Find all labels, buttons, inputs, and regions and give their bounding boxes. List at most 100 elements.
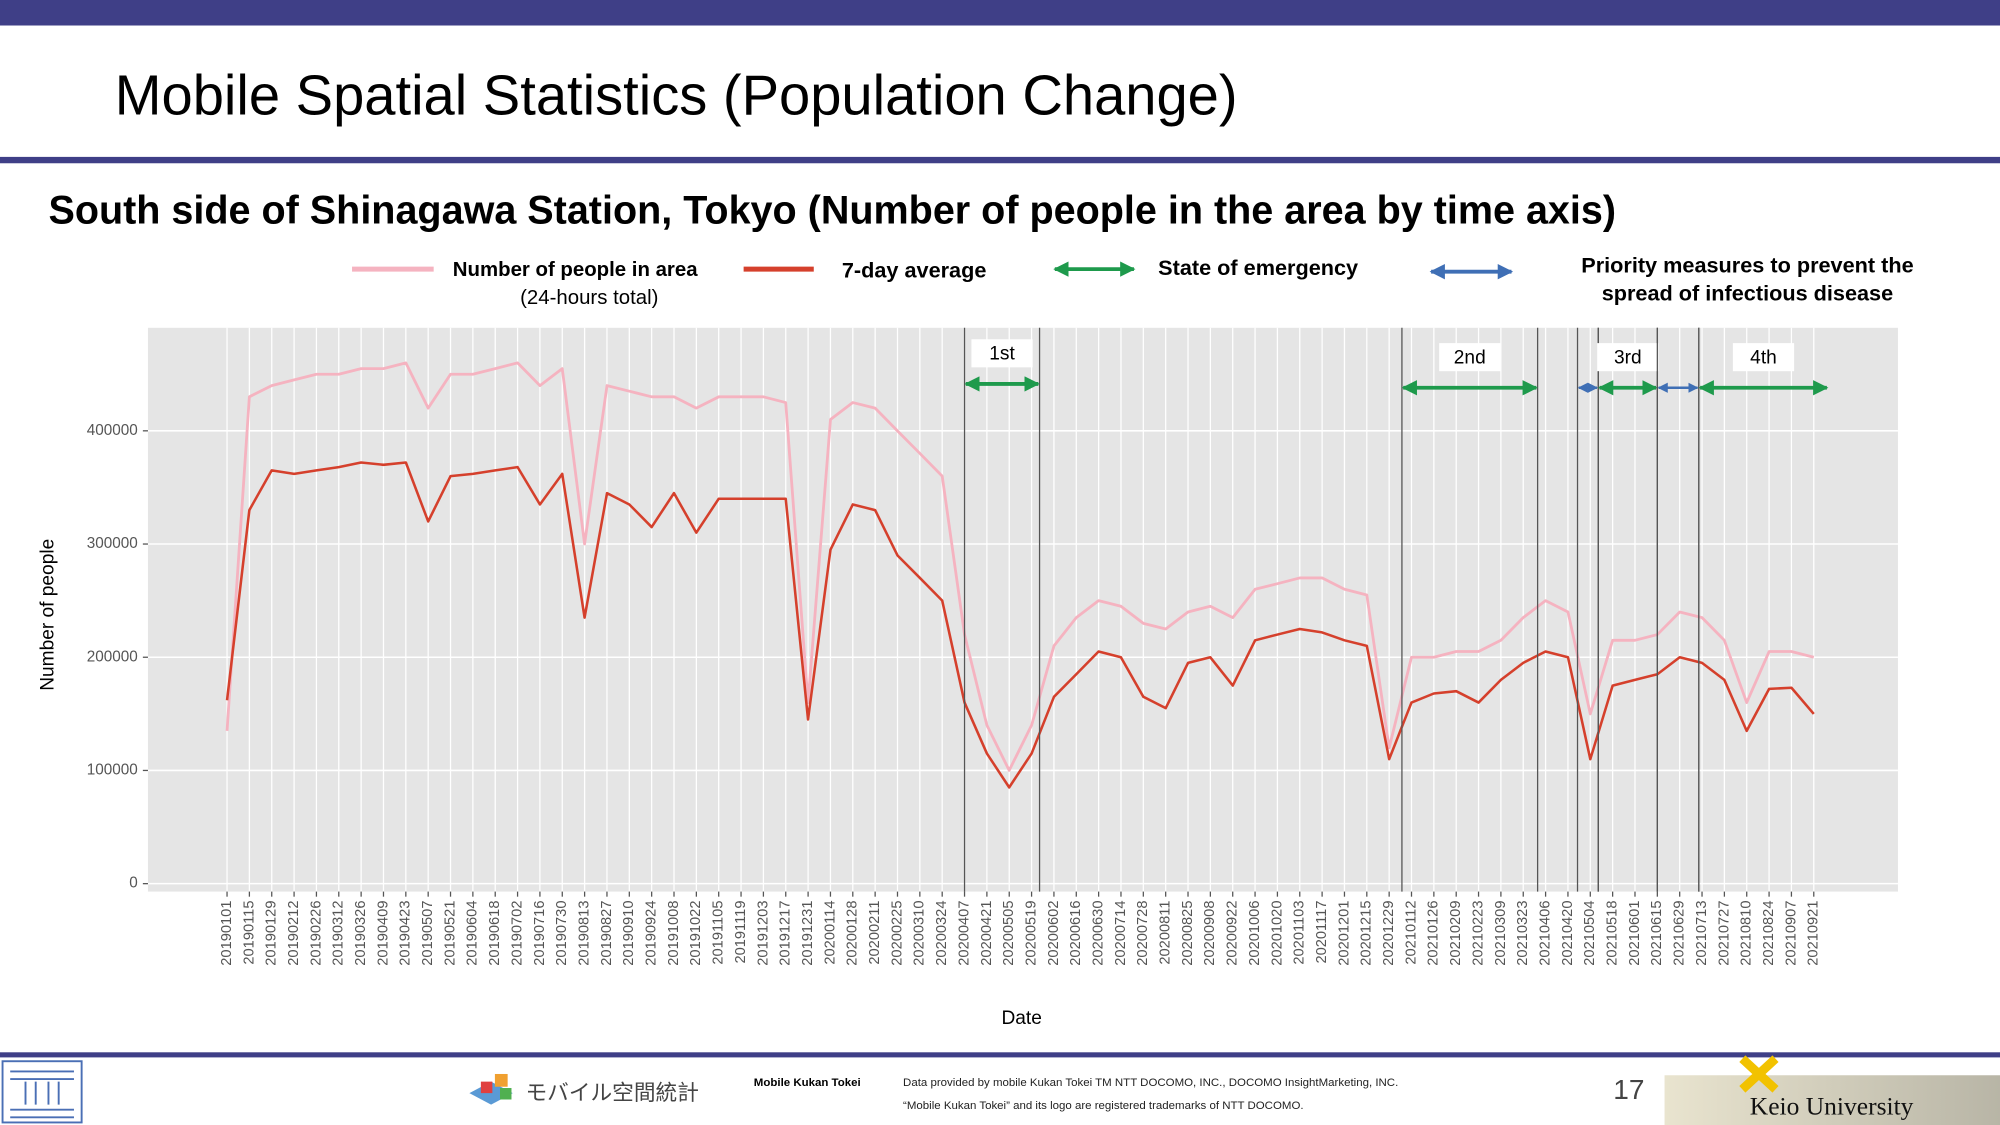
x-tick-label: 20190716	[532, 901, 548, 966]
university-banner	[1664, 1075, 2000, 1125]
x-tick-label: 20210406	[1537, 901, 1553, 966]
x-tick-label: 20190910	[621, 901, 637, 966]
x-tick-label: 20210921	[1806, 901, 1822, 966]
period-label: 3rd	[1614, 347, 1642, 368]
legend-label: Priority measures to prevent the	[1581, 252, 1913, 277]
period-label-box	[1732, 343, 1795, 372]
x-tick-label: 20200616	[1068, 901, 1084, 966]
legend-label: State of emergency	[1158, 255, 1358, 280]
x-tick-label: 20190212	[286, 901, 302, 966]
x-tick-label: 20200324	[934, 901, 950, 966]
x-tick-label: 20200825	[1180, 901, 1196, 966]
x-tick-label: 20210323	[1515, 901, 1531, 966]
x-tick-label: 20200128	[845, 901, 861, 966]
x-tick-label: 20210601	[1627, 901, 1643, 966]
brand: Mobile Kukan Tokei	[754, 1077, 861, 1089]
x-tick-label: 20190129	[264, 901, 280, 966]
legend-label: Number of people in area	[453, 259, 698, 281]
x-tick-label: 20200519	[1023, 901, 1039, 966]
x-tick-label: 20191105	[711, 901, 727, 965]
period-label: 4th	[1750, 347, 1777, 368]
y-tick-label: 400000	[87, 422, 138, 439]
x-axis-label: Date	[1001, 1008, 1041, 1029]
series-line	[225, 461, 1815, 789]
x-tick-label: 20200714	[1113, 901, 1129, 966]
x-tick-label: 20201201	[1336, 901, 1352, 966]
x-tick-label: 20200310	[912, 901, 928, 966]
x-tick-label: 20190115	[241, 901, 257, 965]
x-tick-label: 20210518	[1605, 901, 1621, 966]
x-tick-label: 20191119	[733, 901, 749, 964]
plot-panel	[147, 327, 1898, 892]
x-tick-label: 20191203	[755, 901, 771, 966]
page-number: 17	[1613, 1074, 1644, 1105]
x-tick-label: 20200602	[1046, 901, 1062, 966]
x-tick-label: 20200421	[979, 901, 995, 966]
period-label: 1st	[989, 344, 1015, 365]
y-tick-label: 100000	[87, 761, 138, 778]
footer-rule	[0, 1052, 2000, 1058]
legend-label: 7-day average	[842, 257, 987, 282]
university-name: Keio University	[1750, 1091, 1914, 1120]
logo-text: モバイル空間統計	[526, 1080, 699, 1105]
x-tick-label: 20210504	[1582, 901, 1598, 966]
x-tick-label: 20191217	[778, 901, 794, 966]
y-tick-label: 0	[129, 875, 138, 892]
x-tick-label: 20200922	[1225, 901, 1241, 966]
period-label-box	[1439, 343, 1501, 372]
x-tick-label: 20190702	[509, 901, 525, 966]
x-tick-label: 20201229	[1381, 901, 1397, 966]
x-tick-label: 20200505	[1001, 901, 1017, 966]
legend-note: (24-hours total)	[520, 287, 658, 309]
x-tick-label: 20190813	[576, 901, 592, 966]
x-tick-label: 20201020	[1269, 901, 1285, 966]
x-tick-label: 20191231	[800, 901, 816, 966]
x-tick-label: 20200728	[1135, 901, 1151, 966]
x-tick-label: 20190312	[331, 901, 347, 966]
period-label-box	[1597, 343, 1659, 372]
period-label: 2nd	[1454, 347, 1486, 368]
x-tick-label: 20190827	[599, 901, 615, 966]
slide-title: Mobile Spatial Statistics (Population Ch…	[115, 63, 1238, 126]
x-tick-label: 20190521	[442, 901, 458, 966]
x-tick-label: 20200211	[867, 901, 883, 965]
x-tick-label: 20190423	[398, 901, 414, 966]
credit: Data provided by mobile Kukan Tokei TM N…	[903, 1077, 1398, 1089]
x-tick-label: 20210629	[1672, 901, 1688, 966]
left-logo	[1, 1060, 83, 1124]
x-tick-label: 20190618	[487, 901, 503, 966]
x-tick-label: 20190730	[554, 901, 570, 966]
y-tick-label: 200000	[87, 648, 138, 665]
x-tick-label: 20190226	[308, 901, 324, 966]
title-rule	[0, 156, 2000, 164]
x-tick-label: 20210615	[1649, 901, 1665, 966]
legend: Number of people in area (24-hours total)…	[352, 252, 1914, 309]
x-tick-label: 20210824	[1761, 901, 1777, 966]
plot: 0 100000 200000 300000 400000 20190101 2019011…	[87, 327, 1898, 966]
x-tick-label: 20190924	[644, 901, 660, 966]
trademark: “Mobile Kukan Tokei” and its logo are re…	[903, 1100, 1304, 1112]
subtitle: South side of Shinagawa Station, Tokyo (…	[48, 188, 1616, 232]
x-tick-label: 20210209	[1448, 901, 1464, 966]
x-tick-label: 20210223	[1470, 901, 1486, 966]
legend-label: spread of infectious disease	[1602, 280, 1893, 305]
x-tick-label: 20201103	[1292, 901, 1308, 965]
x-tick-label: 20200225	[889, 901, 905, 966]
x-tick-label: 20200908	[1202, 901, 1218, 966]
x-tick-label: 20210126	[1426, 901, 1442, 966]
x-tick-label: 20190101	[219, 901, 235, 966]
x-tick-label: 20200630	[1091, 901, 1107, 966]
x-tick-label: 20201215	[1359, 901, 1375, 966]
x-tick-label: 20190326	[353, 901, 369, 966]
series-line	[225, 361, 1815, 772]
x-tick-label: 20191022	[688, 901, 704, 966]
x-tick-label: 20200114	[822, 901, 838, 965]
university-emblem	[1739, 1055, 1779, 1093]
x-tick-label: 20190507	[420, 901, 436, 966]
x-tick-label: 20210810	[1739, 901, 1755, 966]
header-bar	[0, 0, 2000, 26]
x-tick-label: 20201117	[1314, 901, 1330, 964]
x-tick-label: 20191008	[666, 901, 682, 966]
